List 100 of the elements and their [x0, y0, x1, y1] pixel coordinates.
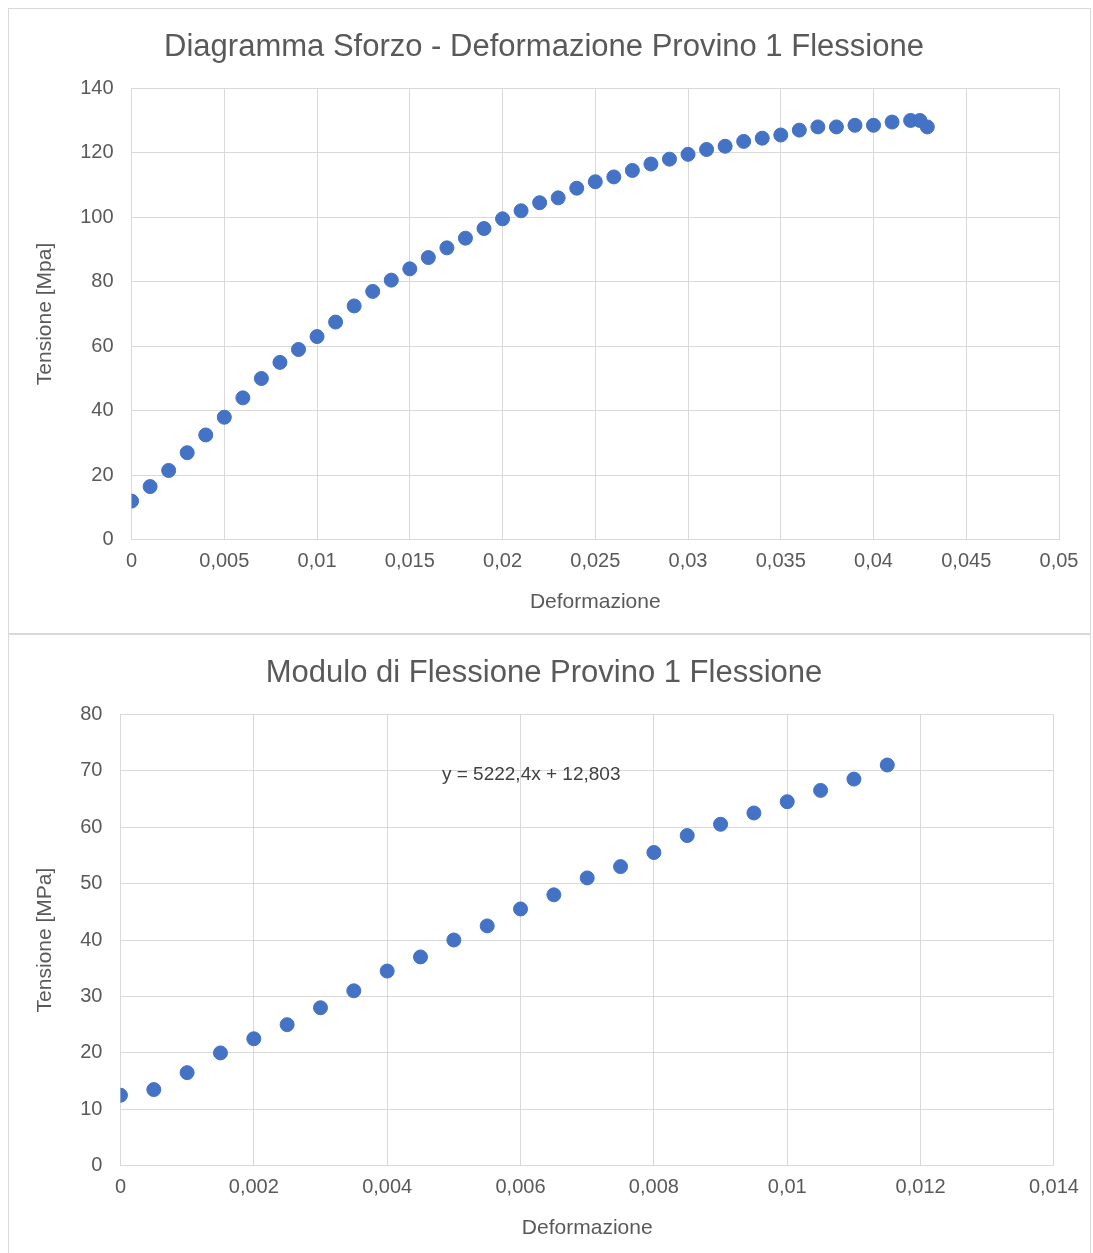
x-axis-title: Deformazione — [521, 1215, 653, 1239]
x-tick-label: 0,01 — [767, 1175, 807, 1198]
point — [613, 859, 629, 875]
chart-title: Modulo di Flessione Provino 1 Flessione — [265, 654, 823, 690]
y-tick-label: 30 — [80, 983, 103, 1006]
point — [754, 130, 770, 146]
x-tick-label: 0,05 — [1039, 549, 1079, 572]
point — [161, 462, 177, 478]
x-tick-label: 0,015 — [384, 549, 435, 572]
point — [736, 133, 752, 149]
point — [235, 390, 251, 406]
point — [198, 427, 214, 443]
y-axis-title: Tensione [Mpa] — [32, 242, 56, 386]
x-tick-label: 0,03 — [668, 549, 708, 572]
point — [495, 211, 511, 227]
point — [346, 983, 362, 999]
point — [457, 230, 473, 246]
point — [813, 782, 829, 798]
point — [828, 119, 844, 135]
point — [365, 283, 381, 299]
x-tick-label: 0,014 — [1028, 1175, 1080, 1198]
point — [309, 329, 325, 345]
point — [513, 901, 529, 917]
point — [680, 146, 696, 162]
point — [866, 117, 882, 133]
point — [179, 1065, 195, 1081]
y-tick-label: 20 — [91, 462, 114, 485]
point — [569, 180, 585, 196]
point — [546, 887, 562, 903]
point — [846, 771, 862, 787]
x-tick-label: 0,005 — [199, 549, 250, 572]
point — [446, 932, 462, 948]
point — [479, 918, 495, 934]
point — [272, 354, 288, 370]
x-tick-label: 0 — [126, 549, 138, 572]
point — [379, 963, 395, 979]
point — [884, 114, 900, 130]
y-tick-label: 140 — [80, 75, 114, 98]
point — [383, 272, 399, 288]
y-tick-label: 0 — [91, 1153, 103, 1176]
point — [773, 127, 789, 143]
y-tick-label: 40 — [91, 398, 114, 421]
x-tick-label: 0,01 — [297, 549, 337, 572]
point — [328, 314, 344, 330]
y-tick-label: 60 — [91, 333, 114, 356]
y-axis-title: Tensione [MPa] — [32, 867, 56, 1013]
x-tick-label: 0,012 — [895, 1175, 946, 1198]
x-tick-label: 0,008 — [628, 1175, 679, 1198]
point — [746, 805, 762, 821]
point — [253, 371, 269, 387]
y-tick-label: 50 — [80, 871, 103, 894]
point — [717, 138, 733, 154]
point — [587, 174, 603, 190]
point — [810, 119, 826, 135]
x-tick-label: 0,02 — [483, 549, 523, 572]
point — [279, 1017, 295, 1033]
annotation: y = 5222,4x + 12,803 — [441, 763, 621, 785]
point — [146, 1082, 162, 1098]
point — [661, 151, 677, 167]
x-tick-label: 0,04 — [854, 549, 893, 572]
y-tick-label: 70 — [80, 758, 103, 781]
point — [476, 221, 492, 237]
x-tick-label: 0,045 — [941, 549, 992, 572]
point — [420, 250, 436, 266]
point — [624, 162, 640, 178]
y-tick-label: 40 — [80, 927, 103, 950]
y-tick-label: 10 — [80, 1096, 103, 1119]
x-tick-label: 0,035 — [755, 549, 806, 572]
point — [919, 119, 935, 135]
point — [679, 828, 695, 844]
point — [346, 298, 362, 314]
point — [402, 261, 418, 277]
point — [791, 122, 807, 138]
point — [142, 479, 158, 495]
chart-title: Diagramma Sforzo - Deformazione Provino 1 Flessione — [164, 28, 924, 64]
point — [532, 195, 548, 211]
point — [779, 794, 795, 810]
point — [699, 141, 715, 157]
y-tick-label: 60 — [80, 814, 103, 837]
point — [713, 816, 729, 832]
point — [216, 409, 232, 425]
x-tick-label: 0,025 — [570, 549, 621, 572]
point — [212, 1045, 228, 1061]
x-axis-title: Deformazione — [529, 589, 661, 613]
point — [606, 169, 622, 185]
point — [646, 845, 662, 860]
y-tick-label: 20 — [80, 1040, 103, 1063]
point — [847, 117, 863, 133]
point — [312, 1000, 328, 1016]
y-tick-label: 100 — [80, 204, 114, 227]
point — [413, 949, 429, 965]
x-tick-label: 0,002 — [228, 1175, 279, 1198]
point — [179, 445, 195, 461]
x-tick-label: 0,006 — [495, 1175, 546, 1198]
point — [439, 240, 455, 256]
point — [579, 870, 595, 886]
point — [513, 203, 529, 219]
point — [291, 341, 307, 357]
point — [550, 190, 566, 206]
point — [643, 156, 659, 172]
